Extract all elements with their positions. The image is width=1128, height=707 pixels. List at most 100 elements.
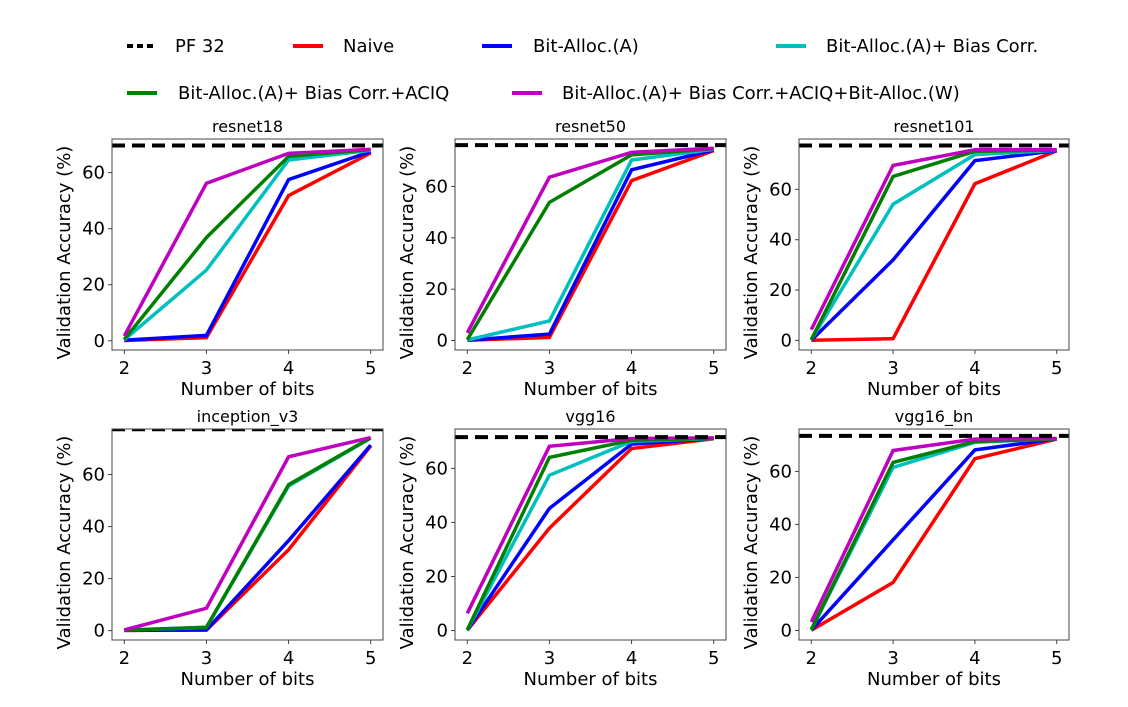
x-tick-label: 4 [969, 358, 980, 379]
x-axis-label: Number of bits [181, 379, 315, 400]
y-tick-label: 60 [425, 458, 448, 479]
series-line-bit-alloc-a-bias-corr [466, 147, 714, 342]
series-line-bit-alloc-a-bias-corr-aciq-bit-alloc-w [809, 148, 1057, 331]
y-tick-label: 0 [781, 330, 792, 351]
x-axis-label: Number of bits [524, 669, 658, 690]
axes-frame [454, 428, 727, 641]
x-tick-label: 2 [806, 358, 817, 379]
x-axis-label: Number of bits [181, 669, 315, 690]
subplot-vgg16: vgg16 2 3 4 5 0 20 40 60 Number of bits Validation… [397, 407, 727, 690]
series-line-naive [465, 436, 714, 632]
legend-item-bit-alloc-a-bias-corr: Bit-Alloc.(A)+ Bias Corr. [776, 36, 1038, 57]
x-tick-label: 4 [626, 358, 637, 379]
series-line-bit-alloc-a-bias-corr-aciq [465, 436, 714, 631]
series-line-bit-alloc-a-bias-corr-aciq-bit-alloc-w [809, 436, 1057, 623]
series-line-naive [124, 151, 372, 343]
x-tick-label: 2 [462, 648, 473, 669]
x-tick-label: 3 [544, 358, 555, 379]
axes-frame [798, 428, 1070, 641]
x-tick-label: 3 [887, 358, 898, 379]
y-tick-label: 40 [769, 514, 792, 535]
series-line-naive [811, 149, 1058, 342]
plot-area [112, 429, 383, 633]
y-tick-label: 0 [94, 621, 105, 642]
series-line-bit-alloc-a-bias-corr [809, 148, 1057, 341]
y-axis-label: Validation Accuracy (%) [397, 436, 418, 650]
subplot-resnet101: resnet101 2 3 4 5 0 20 40 60 Number of bits Valida… [741, 117, 1070, 400]
y-tick-label: 60 [769, 461, 792, 482]
y-tick-label: 0 [437, 621, 448, 642]
y-tick-label: 60 [82, 163, 105, 184]
y-tick-label: 20 [769, 280, 792, 301]
series-line-bit-alloc-a [124, 443, 373, 633]
y-axis-label: Validation Accuracy (%) [54, 146, 75, 360]
series-line-bit-alloc-a-bias-corr [123, 148, 371, 342]
y-tick-label: 40 [82, 219, 105, 240]
plot-area [799, 433, 1069, 632]
legend-item-bit-alloc-a-bias-corr-aciq: Bit-Alloc.(A)+ Bias Corr.+ACIQ [127, 83, 449, 104]
x-tick-label: 2 [806, 648, 817, 669]
legend-label: Bit-Alloc.(A)+ Bias Corr. [826, 36, 1038, 57]
x-tick-label: 2 [462, 358, 473, 379]
series-line-bit-alloc-a-bias-corr [809, 437, 1057, 631]
plot-area [455, 143, 726, 342]
x-tick-label: 5 [365, 358, 376, 379]
legend-label: Bit-Alloc.(A)+ Bias Corr.+ACIQ [178, 83, 449, 104]
series-line-bit-alloc-a-bias-corr-aciq-bit-alloc-w [122, 147, 371, 337]
y-axis-label: Validation Accuracy (%) [741, 146, 762, 360]
series-line-bit-alloc-a [124, 149, 372, 342]
series-line-bit-alloc-a-bias-corr-aciq-bit-alloc-w [465, 436, 714, 615]
series-line-bit-alloc-a-bias-corr-aciq [124, 436, 372, 632]
y-tick-label: 60 [425, 176, 448, 197]
x-tick-label: 3 [887, 648, 898, 669]
y-tick-label: 20 [82, 275, 105, 296]
y-tick-label: 60 [769, 179, 792, 200]
legend-label: Naive [343, 36, 394, 57]
subplot-resnet50: resnet50 2 3 4 5 0 20 40 60 Number of bits Validat… [397, 117, 727, 400]
y-tick-label: 20 [82, 569, 105, 590]
x-tick-label: 5 [365, 648, 376, 669]
y-axis-label: Validation Accuracy (%) [397, 146, 418, 360]
legend-item-bit-alloc-a: Bit-Alloc.(A) [482, 36, 639, 57]
x-tick-label: 3 [201, 358, 212, 379]
x-tick-label: 2 [119, 648, 130, 669]
subplot-title: resnet18 [212, 117, 283, 136]
subplot-title: inception_v3 [197, 407, 299, 427]
y-tick-label: 20 [769, 567, 792, 588]
legend-item-pf-32: PF 32 [127, 36, 225, 57]
subplot-vgg16-bn: vgg16_bn 2 3 4 5 0 20 40 60 Number of bits Validat… [741, 407, 1070, 690]
series-line-bit-alloc-a-bias-corr-aciq-bit-alloc-w [123, 435, 372, 632]
plot-area [799, 143, 1069, 342]
legend-label: Bit-Alloc.(A)+ Bias Corr.+ACIQ+Bit-Alloc… [562, 83, 960, 104]
axes-frame [111, 138, 384, 351]
series-line-bit-alloc-a-bias-corr-aciq [809, 437, 1057, 631]
series-line-naive [810, 437, 1058, 632]
legend: PF 32 Naive Bit-Alloc.(A) Bit-Alloc.(A)+ Bi… [127, 36, 1038, 104]
legend-label: Bit-Alloc.(A) [533, 36, 639, 57]
subplot-title: resnet101 [893, 117, 974, 136]
y-axis-label: Validation Accuracy (%) [741, 436, 762, 650]
y-tick-label: 40 [769, 230, 792, 251]
series-line-bit-alloc-a-bias-corr-aciq-bit-alloc-w [465, 146, 714, 334]
y-tick-label: 20 [425, 279, 448, 300]
x-tick-label: 3 [201, 648, 212, 669]
x-tick-label: 5 [708, 358, 719, 379]
series-line-bit-alloc-a-bias-corr-aciq [122, 147, 371, 341]
series-line-naive [124, 444, 373, 633]
x-axis-label: Number of bits [867, 379, 1001, 400]
y-tick-label: 0 [781, 620, 792, 641]
plot-area [455, 435, 726, 632]
y-tick-label: 40 [425, 228, 448, 249]
legend-label: PF 32 [175, 36, 225, 57]
x-tick-label: 2 [119, 358, 130, 379]
x-tick-label: 5 [1051, 358, 1062, 379]
y-axis-label: Validation Accuracy (%) [54, 436, 75, 650]
subplot-inception-v3: inception_v3 2 3 4 5 0 20 40 60 Number of bits Val… [54, 407, 384, 690]
x-tick-label: 3 [544, 648, 555, 669]
y-tick-label: 0 [437, 331, 448, 352]
x-axis-label: Number of bits [524, 379, 658, 400]
x-tick-label: 4 [969, 648, 980, 669]
axes-frame [454, 138, 727, 351]
